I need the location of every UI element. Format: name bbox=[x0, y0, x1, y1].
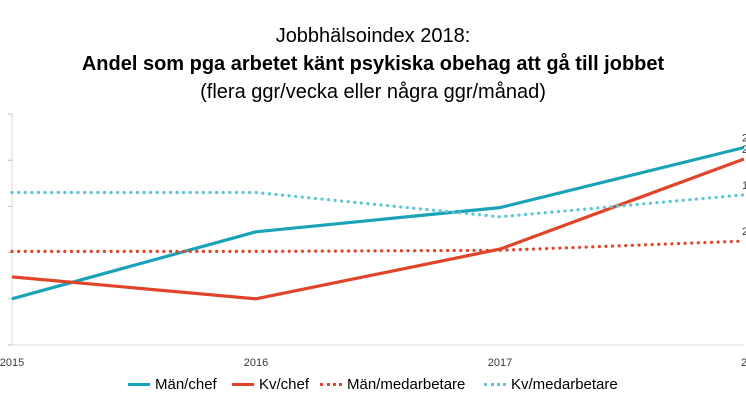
chart-title: Jobbhälsoindex 2018: bbox=[275, 25, 471, 47]
data-label-s1: 2 bbox=[742, 144, 746, 156]
legend-swatch-kv-chef bbox=[232, 382, 254, 386]
legend-item-kv-medarbetare: Kv/medarbetare bbox=[484, 373, 618, 395]
chart-subtitle-note: (flera ggr/vecka eller några ggr/månad) bbox=[200, 81, 546, 103]
chart-subtitle: Andel som pga arbetet känt psykiska obeh… bbox=[81, 53, 665, 75]
x-tick-label-2015: 2015 bbox=[0, 357, 24, 369]
legend-item-man-chef: Män/chef bbox=[128, 373, 217, 395]
data-label-s2: 2 bbox=[742, 226, 746, 238]
series-line-1 bbox=[11, 157, 745, 301]
legend-swatch-man-medarbetare bbox=[320, 382, 342, 386]
legend-label-man-medarbetare: Män/medarbetare bbox=[347, 375, 466, 393]
chart-axes bbox=[8, 113, 744, 346]
x-tick-label-2016: 2016 bbox=[244, 357, 268, 369]
data-label-s3: 1 bbox=[742, 180, 746, 192]
x-tick-label-2018: 2 bbox=[741, 357, 746, 369]
series-line-3 bbox=[10, 190, 746, 219]
legend-swatch-kv-medarbetare bbox=[484, 382, 506, 386]
x-tick-label-2017: 2017 bbox=[488, 357, 512, 369]
legend-label-kv-medarbetare: Kv/medarbetare bbox=[511, 375, 618, 393]
data-label-s0: 2 bbox=[742, 132, 746, 144]
legend-item-kv-chef: Kv/chef bbox=[232, 373, 309, 395]
chart-legend: Män/chef Kv/chef Män/medarbetare Kv/meda… bbox=[0, 373, 746, 395]
chart-series bbox=[10, 145, 746, 301]
legend-item-man-medarbetare: Män/medarbetare bbox=[320, 373, 465, 395]
legend-label-man-chef: Män/chef bbox=[155, 375, 217, 393]
legend-swatch-man-chef bbox=[128, 382, 150, 386]
series-line-2 bbox=[10, 239, 746, 253]
legend-label-kv-chef: Kv/chef bbox=[259, 375, 310, 393]
series-line-0 bbox=[11, 145, 745, 301]
chart-title-block: Jobbhälsoindex 2018: Andel som pga arbet… bbox=[0, 22, 746, 106]
